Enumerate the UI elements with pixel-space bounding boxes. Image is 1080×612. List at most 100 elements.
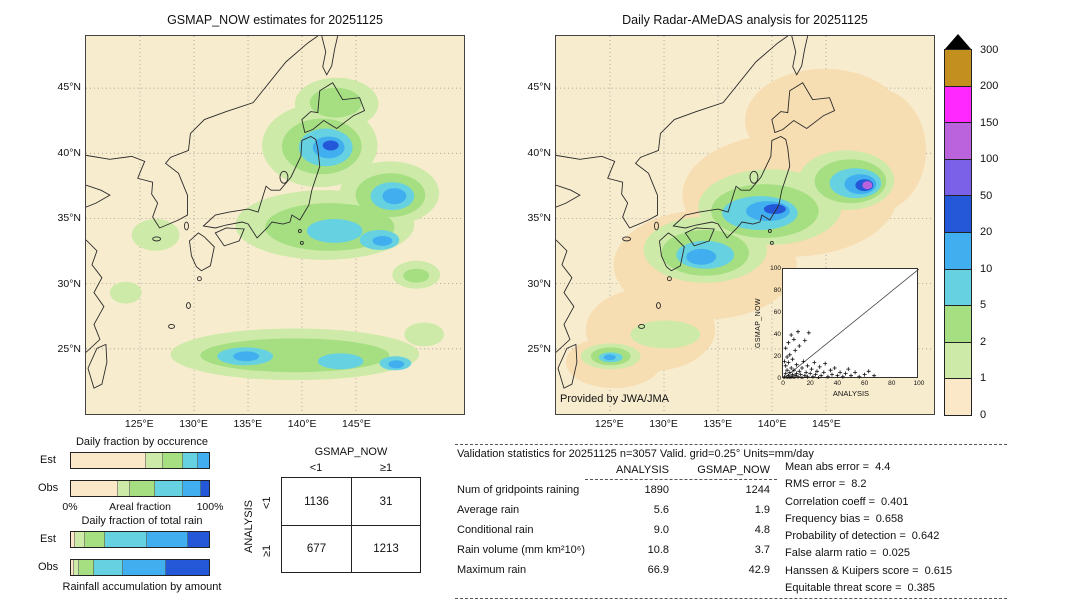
scatter-point bbox=[794, 362, 799, 367]
score-row: Probability of detection = 0.642 bbox=[785, 528, 1011, 545]
colorbar-segment bbox=[945, 378, 971, 415]
score-label: Mean abs error = bbox=[785, 461, 870, 473]
inset-y-tick-label: 60 bbox=[773, 309, 781, 316]
bar-segment bbox=[146, 532, 189, 547]
scatter-point bbox=[802, 373, 807, 378]
stats-row: Maximum rain 66.9 42.9 bbox=[455, 564, 777, 580]
total-rain-est-label: Est bbox=[40, 533, 56, 545]
scatter-point bbox=[823, 361, 828, 366]
scatter-point bbox=[800, 375, 804, 379]
score-label: Equitable threat score = bbox=[785, 582, 902, 595]
colorbar: 300 200 150 100 50 20 10 5 2 1 0 bbox=[944, 34, 998, 421]
colorbar-tick-label: 300 bbox=[980, 43, 999, 56]
colorbar-segment bbox=[945, 305, 971, 342]
divider-bottom bbox=[455, 598, 1007, 599]
colorbar-tick-label: 1 bbox=[980, 372, 987, 384]
scatter-point bbox=[783, 346, 788, 351]
score-row: Correlation coeff = 0.401 bbox=[785, 494, 1011, 511]
scatter-point bbox=[804, 370, 809, 375]
colorbar-tick-label: 10 bbox=[980, 262, 993, 275]
colorbar-tick-label: 100 bbox=[980, 153, 999, 165]
colorbar-segments bbox=[944, 49, 972, 416]
scatter-point bbox=[783, 374, 787, 379]
inset-y-tick-label: 40 bbox=[773, 331, 781, 338]
bar-segment bbox=[79, 560, 95, 575]
bar-segment bbox=[84, 532, 106, 547]
stats-row-label: Average rain bbox=[457, 504, 520, 516]
colorbar-tick-label: 20 bbox=[980, 226, 993, 238]
colorbar-segment bbox=[945, 122, 971, 159]
score-value: 4.4 bbox=[875, 461, 891, 473]
contingency-cell-false-alarm: 31 bbox=[351, 478, 420, 525]
scatter-point bbox=[791, 375, 796, 379]
inset-x-tick-label: 0 bbox=[781, 380, 785, 387]
scatter-point bbox=[838, 370, 843, 375]
inset-y-axis-label: GSMAP_NOW bbox=[755, 298, 762, 348]
total-rain-obs-label: Obs bbox=[38, 561, 59, 573]
scatter-point bbox=[853, 370, 858, 375]
bar-segment bbox=[200, 481, 209, 496]
score-value: 0.025 bbox=[882, 547, 910, 560]
stats-value-gsmap: 1244 bbox=[745, 484, 770, 496]
inset-x-ticks: 0 20 40 60 80 100 bbox=[781, 380, 924, 388]
lat-tick-label: 25°N bbox=[527, 343, 551, 356]
scatter-point bbox=[796, 374, 800, 379]
bar-segment bbox=[105, 532, 147, 547]
areal-fraction-min-label: 0% bbox=[62, 501, 78, 513]
scatter-point bbox=[789, 333, 794, 337]
score-value: 0.615 bbox=[924, 564, 953, 577]
scatter-point bbox=[783, 359, 787, 364]
lon-tick-label: 140°E bbox=[287, 418, 317, 430]
lat-tick-label: 35°N bbox=[527, 212, 551, 225]
scatter-point bbox=[786, 373, 791, 378]
contingency-row-label-lt1: <1 bbox=[261, 496, 273, 509]
scatter-point bbox=[789, 366, 794, 370]
contingency-row-axis: ANALYSIS bbox=[243, 500, 255, 553]
map-canvas bbox=[85, 35, 465, 415]
lon-tick-label: 125°E bbox=[594, 418, 624, 430]
scatter-point bbox=[805, 374, 810, 379]
total-rain-title: Daily fraction of total rain bbox=[81, 515, 203, 527]
scatter-point bbox=[832, 366, 837, 370]
lon-tick-label: 130°E bbox=[649, 418, 678, 430]
colorbar-tick-label: 2 bbox=[980, 335, 987, 348]
lon-tick-label: 125°E bbox=[124, 418, 154, 430]
bar-segment bbox=[166, 560, 209, 575]
lon-tick-label: 140°E bbox=[757, 418, 787, 430]
inset-x-axis-label: ANALYSIS bbox=[832, 389, 870, 398]
scatter-point bbox=[872, 373, 877, 378]
stacked-bar-occurrence-obs bbox=[70, 480, 210, 497]
score-label: Probability of detection = bbox=[785, 530, 906, 543]
score-value: 0.401 bbox=[881, 495, 909, 508]
scatter-point bbox=[812, 360, 817, 365]
colorbar-segment bbox=[945, 341, 971, 379]
stats-value-gsmap: 1.9 bbox=[754, 504, 770, 516]
scatter-point bbox=[794, 371, 799, 376]
scatter-point bbox=[785, 355, 790, 359]
score-label: False alarm ratio = bbox=[785, 547, 877, 560]
scatter-canvas bbox=[783, 269, 919, 379]
precip-shading bbox=[109, 77, 445, 381]
scatter-point bbox=[791, 368, 796, 373]
lon-tick-label: 145°E bbox=[342, 418, 371, 430]
occurrence-est-label: Est bbox=[40, 454, 56, 466]
scatter-point bbox=[840, 374, 845, 379]
stats-value-analysis: 1890 bbox=[644, 484, 669, 496]
lat-tick-label: 40°N bbox=[527, 146, 551, 159]
areal-fraction-axis-label: Areal fraction bbox=[109, 501, 171, 513]
inset-y-tick-label: 100 bbox=[770, 265, 781, 272]
bar-segment bbox=[145, 453, 164, 468]
scatter-point bbox=[797, 369, 802, 374]
scatter-point bbox=[816, 375, 821, 379]
stats-col-gsmap-now: GSMAP_NOW bbox=[697, 464, 770, 476]
colorbar-segment bbox=[945, 158, 971, 196]
score-label: RMS error = bbox=[785, 478, 846, 491]
colorbar-labels: 300 200 150 100 50 20 10 5 2 1 0 bbox=[980, 44, 1010, 421]
map-title-radar-amedas: Daily Radar-AMeDAS analysis for 20251125 bbox=[622, 13, 868, 27]
stats-header: Validation statistics for 20251125 n=305… bbox=[457, 448, 814, 460]
colorbar-tick-label: 0 bbox=[980, 408, 987, 421]
scatter-point bbox=[805, 363, 810, 368]
bar-segment bbox=[182, 453, 198, 468]
score-value: 0.658 bbox=[875, 512, 904, 525]
lon-tick-label: 145°E bbox=[812, 418, 841, 430]
